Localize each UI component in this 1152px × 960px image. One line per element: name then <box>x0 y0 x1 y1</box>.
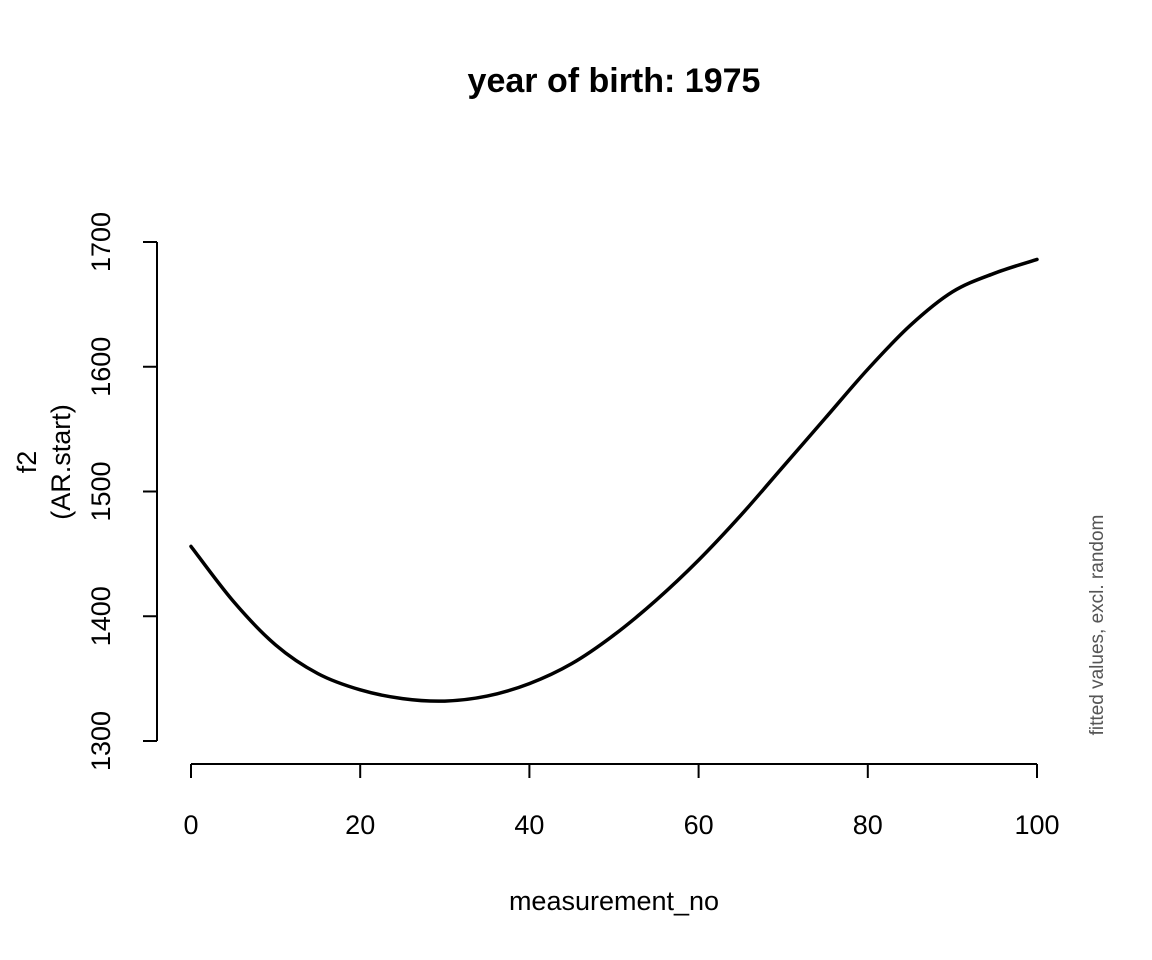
x-tick-label: 40 <box>514 810 544 840</box>
y-tick-label: 1300 <box>86 711 116 771</box>
x-tick-label: 20 <box>345 810 375 840</box>
y-tick-label: 1600 <box>86 337 116 397</box>
y-tick-label: 1700 <box>86 212 116 272</box>
y-tick-label: 1500 <box>86 461 116 521</box>
x-tick-label: 60 <box>684 810 714 840</box>
series-layer <box>189 257 1039 703</box>
chart-title: year of birth: 1975 <box>468 62 761 100</box>
x-axis: 0 20 40 60 80 100 <box>183 763 1060 840</box>
y-tick-label: 1400 <box>86 586 116 646</box>
series-line <box>189 257 1039 703</box>
side-note: fitted values, excl. random <box>1087 515 1108 736</box>
y-axis-label-line-1: f2 <box>12 451 42 474</box>
y-axis-label-line-2: (AR.start) <box>46 404 76 520</box>
y-axis: 1300 1400 1500 1600 1700 <box>86 212 158 771</box>
x-tick-label: 0 <box>183 810 198 840</box>
x-axis-label: measurement_no <box>509 886 719 916</box>
x-tick-label: 100 <box>1014 810 1059 840</box>
x-tick-label: 80 <box>853 810 883 840</box>
